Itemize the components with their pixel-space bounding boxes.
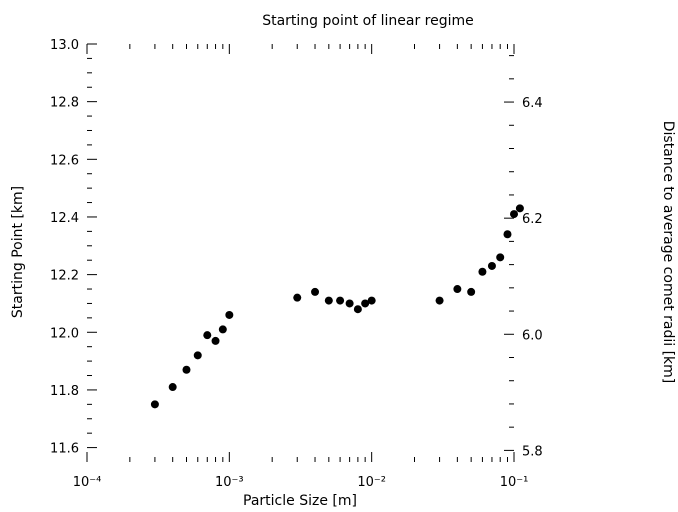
- data-point: [311, 287, 320, 296]
- data-point: [453, 285, 462, 294]
- y-axis-label: Starting Point [km]: [10, 186, 26, 318]
- y-tick-label: 12.4: [50, 211, 79, 226]
- data-point: [510, 210, 518, 219]
- data-point: [218, 325, 227, 334]
- y-tick-label: 12.2: [50, 269, 79, 284]
- x-axis-ticks: 10⁻⁴ 10⁻³ 10⁻² 10⁻¹: [73, 44, 529, 490]
- data-point: [435, 296, 444, 305]
- x-tick-label: 10⁻¹: [500, 475, 529, 490]
- y-tick-label: 11.6: [50, 442, 79, 457]
- data-point: [225, 310, 234, 319]
- y2-axis-ticks: 5.8 6.0 6.2 6.4: [504, 55, 543, 459]
- data-point: [336, 296, 345, 305]
- data-point: [478, 267, 487, 276]
- data-point: [345, 299, 354, 308]
- data-points: [150, 204, 524, 409]
- data-point: [487, 261, 496, 270]
- y2-tick-label: 6.2: [522, 212, 543, 227]
- data-point: [324, 296, 333, 305]
- data-point: [150, 400, 159, 409]
- data-point: [496, 253, 505, 262]
- data-point: [467, 287, 476, 296]
- x-tick-label: 10⁻³: [215, 475, 244, 490]
- data-point: [203, 331, 212, 340]
- y2-tick-label: 6.0: [522, 328, 543, 343]
- data-point: [515, 204, 524, 213]
- y-tick-label: 13.0: [50, 38, 79, 53]
- y2-tick-label: 5.8: [522, 444, 543, 459]
- y-tick-label: 12.0: [50, 326, 79, 341]
- chart-title: Starting point of linear regime: [262, 13, 474, 29]
- y2-tick-label: 6.4: [522, 96, 543, 111]
- data-point: [361, 299, 370, 308]
- data-point: [211, 336, 220, 345]
- x-axis-label: Particle Size [m]: [243, 493, 357, 509]
- y-tick-label: 11.8: [50, 384, 79, 399]
- data-point: [182, 365, 191, 374]
- y-axis-ticks: 11.6 11.8 12.0 12.2 12.4 12.6 12.8 13.0: [50, 38, 97, 457]
- y-tick-label: 12.6: [50, 153, 79, 168]
- data-point: [503, 230, 512, 239]
- data-point: [168, 383, 177, 392]
- y2-axis-label: Distance to average comet radii [km]: [660, 121, 676, 384]
- x-tick-label: 10⁻²: [357, 475, 386, 490]
- data-point: [193, 351, 202, 360]
- x-tick-label: 10⁻⁴: [73, 475, 102, 490]
- data-point: [293, 293, 302, 302]
- data-point: [367, 296, 376, 305]
- y-tick-label: 12.8: [50, 96, 79, 111]
- data-point: [353, 305, 362, 314]
